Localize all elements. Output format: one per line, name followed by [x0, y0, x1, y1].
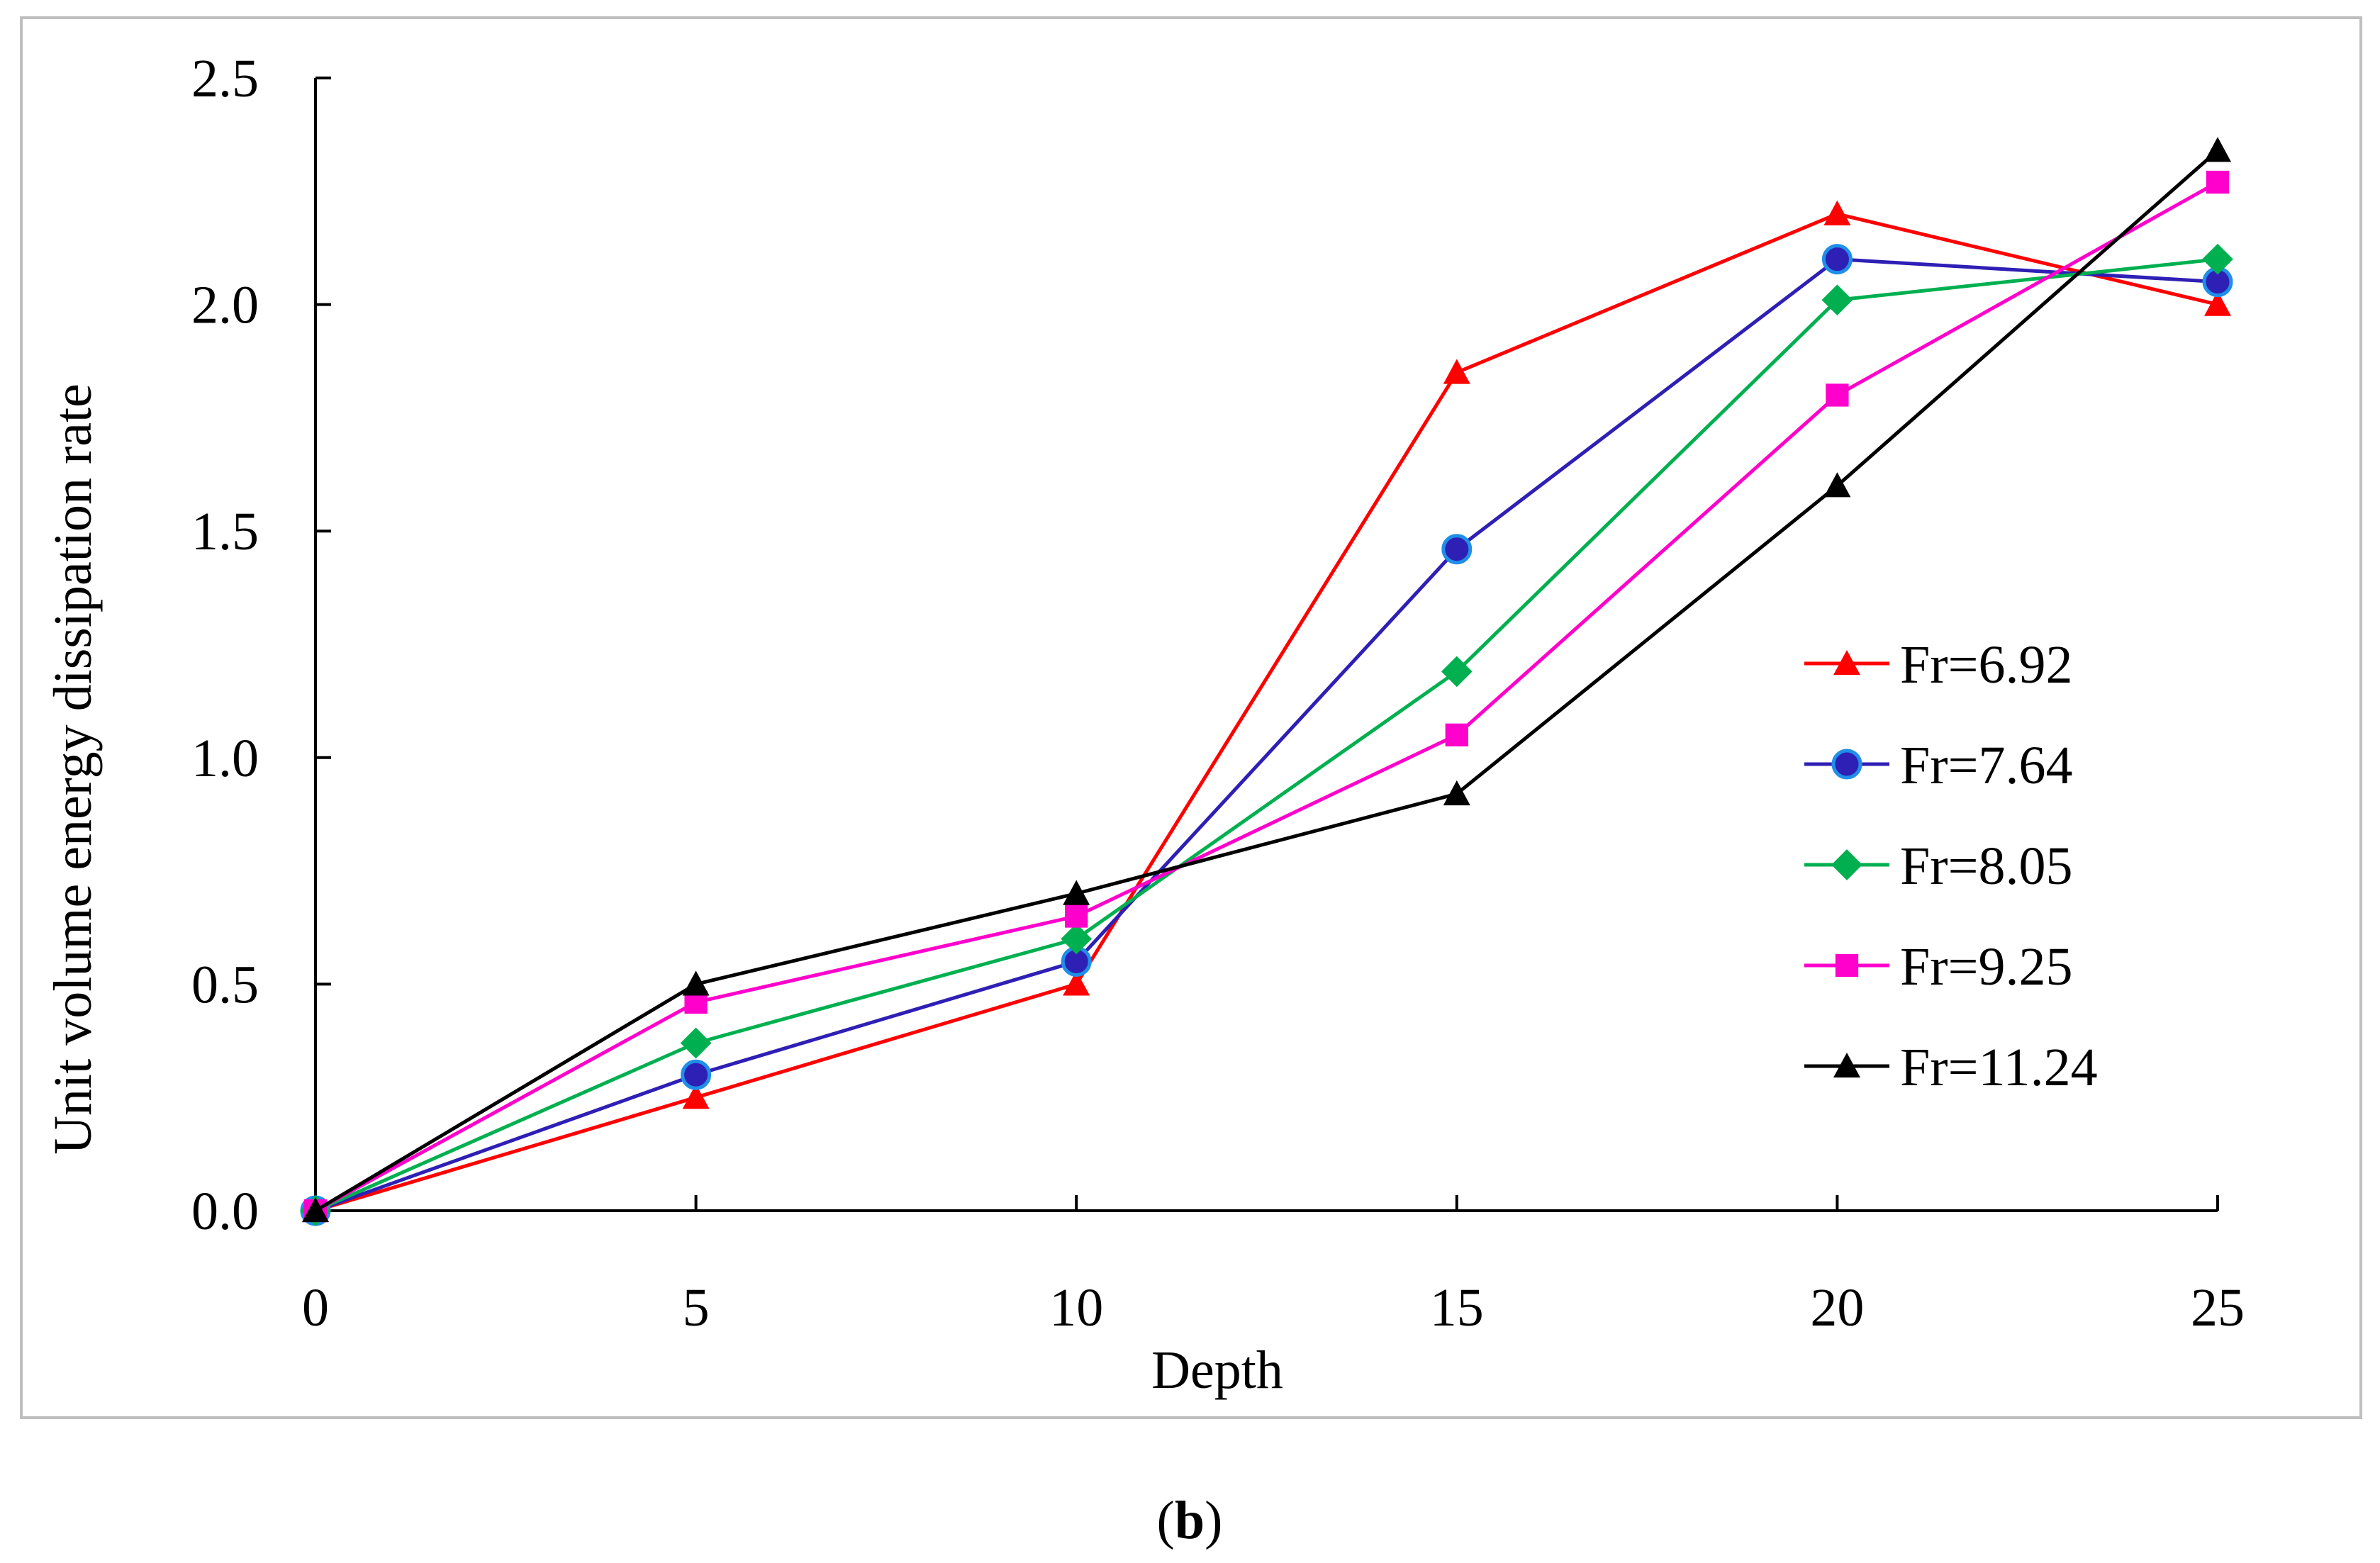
legend-label: Fr=11.24: [1900, 1038, 2098, 1097]
caption-letter: b: [1175, 1491, 1205, 1550]
y-axis-title: Unit volume energy dissipation rate: [43, 383, 103, 1155]
legend-item-5: Fr=11.24: [1804, 1038, 2098, 1097]
data-point: [1061, 923, 1093, 955]
chart-frame: [20, 16, 2362, 1419]
legend-marker: [1831, 849, 1862, 880]
series-3: [300, 243, 2233, 1226]
legend-marker: [1835, 953, 1859, 977]
x-tick-label: 5: [683, 1278, 710, 1338]
data-point: [1445, 723, 1468, 746]
y-tick-label: 0.5: [191, 955, 259, 1014]
series-1: [302, 200, 2231, 1223]
caption-close: ): [1205, 1491, 1222, 1550]
legend-marker: [1833, 650, 1860, 676]
data-point: [1443, 359, 1470, 384]
data-point: [302, 1197, 329, 1223]
x-tick-label: 20: [1810, 1278, 1864, 1338]
data-point: [682, 970, 710, 996]
data-point: [680, 1027, 712, 1059]
legend-marker: [1833, 1053, 1860, 1078]
data-point: [2206, 170, 2230, 194]
data-point: [2202, 243, 2233, 275]
legend-item-2: Fr=7.64: [1804, 736, 2072, 795]
legend-item-1: Fr=6.92: [1804, 635, 2072, 695]
data-point: [1823, 200, 1851, 225]
series-line: [315, 257, 2218, 1213]
x-axis-title: Depth: [1151, 1340, 1283, 1400]
data-point: [1063, 880, 1090, 905]
y-tick-label: 1.5: [191, 502, 259, 561]
legend-label: Fr=7.64: [1900, 736, 2072, 795]
legend-label: Fr=9.25: [1900, 937, 2072, 997]
legend-label: Fr=8.05: [1900, 836, 2072, 896]
data-point: [1441, 534, 1473, 565]
x-tick-label: 0: [302, 1278, 329, 1338]
figure-caption: (b): [1157, 1491, 1223, 1550]
x-tick-label: 10: [1049, 1278, 1103, 1338]
legend-item-3: Fr=8.05: [1804, 836, 2072, 896]
data-point: [1443, 780, 1470, 806]
x-tick-label: 15: [1430, 1278, 1484, 1338]
series-line: [314, 180, 2219, 1213]
data-point: [1441, 656, 1473, 688]
series-line: [314, 149, 2219, 1213]
y-tick-label: 2.0: [191, 276, 259, 335]
legend-label: Fr=6.92: [1900, 635, 2072, 695]
data-point: [1821, 284, 1853, 316]
data-point: [1826, 383, 1849, 407]
caption-open: (: [1157, 1491, 1175, 1550]
legend-marker: [1831, 749, 1862, 780]
legend: Fr=6.92 Fr=7.64 Fr=8.05 Fr=9.25 Fr=11.24: [1804, 635, 2098, 1097]
data-point: [1063, 970, 1090, 996]
data-point: [2204, 137, 2231, 162]
series-line: [314, 257, 2218, 1213]
legend-item-4: Fr=9.25: [1804, 937, 2072, 997]
series-layer: [300, 137, 2233, 1226]
series-5: [302, 137, 2231, 1223]
data-point: [682, 1084, 710, 1109]
data-point: [2204, 291, 2231, 316]
y-tick-label: 2.5: [191, 49, 259, 108]
axes: 0 5 10 15 20 25 0.0 0.5 1.0 1.5 2.0 2.5: [191, 49, 2245, 1338]
data-point: [681, 1059, 712, 1090]
data-point: [1823, 472, 1851, 498]
y-tick-label: 0.0: [191, 1182, 259, 1241]
data-point: [1821, 244, 1853, 275]
series-line: [315, 212, 2218, 1213]
x-tick-label: 25: [2191, 1278, 2245, 1338]
data-point: [1065, 904, 1088, 928]
y-tick-label: 1.0: [191, 729, 259, 788]
